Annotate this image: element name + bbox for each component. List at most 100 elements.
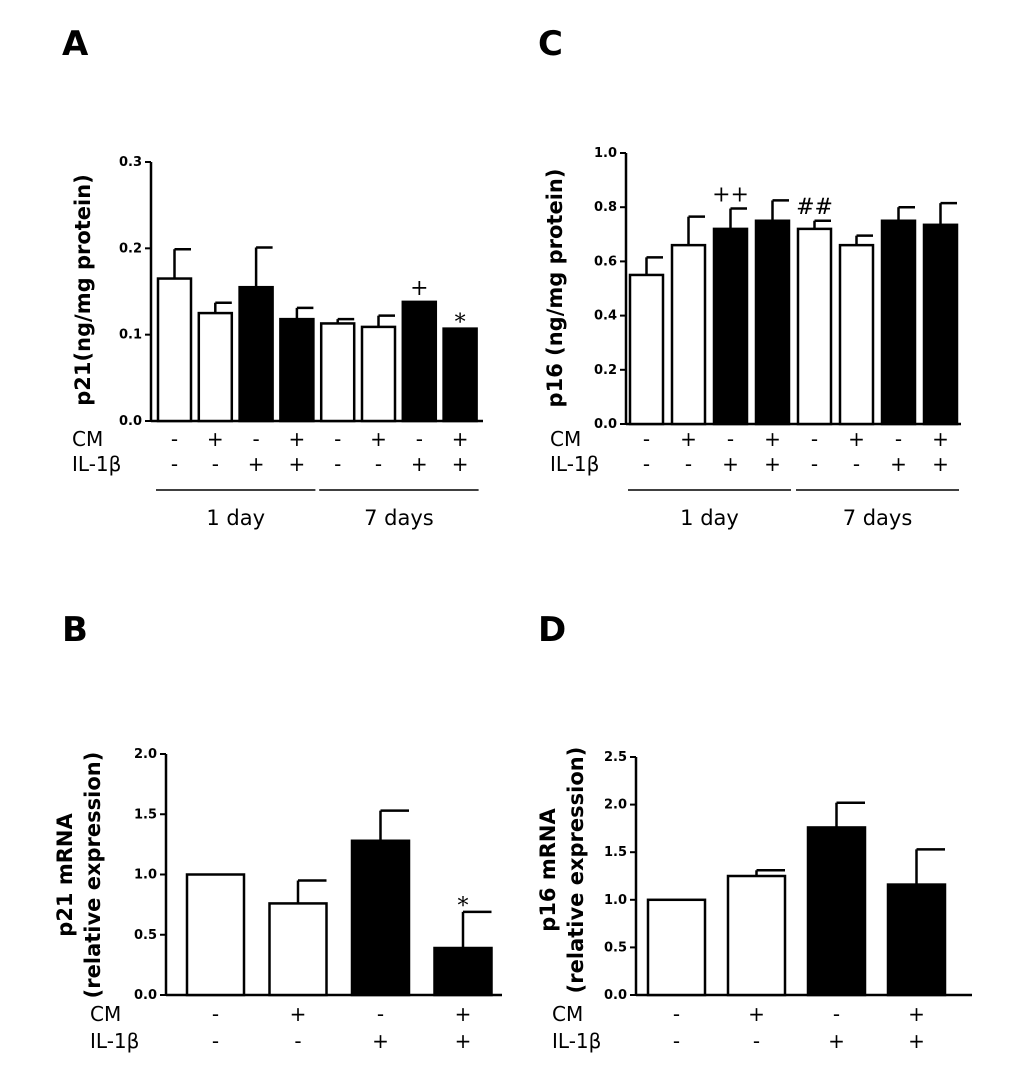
cm-sign: +: [748, 1002, 765, 1026]
il1b-sign: -: [171, 452, 178, 476]
cm-sign: +: [207, 427, 224, 451]
significance-mark: *: [455, 311, 466, 336]
y-tick-label: 0.0: [604, 988, 627, 1003]
y-axis-title: p21(ng/mg protein): [71, 174, 95, 406]
il1b-sign: -: [294, 1029, 301, 1053]
bar: [156, 277, 193, 423]
panel-letter: C: [538, 24, 563, 64]
significance-mark: +: [410, 276, 428, 301]
il1b-sign: +: [908, 1029, 925, 1053]
y-tick-label: 0.0: [134, 988, 157, 1003]
cm-sign: -: [377, 1002, 384, 1026]
y-tick-label: 2.0: [134, 747, 157, 762]
il1b-sign: +: [890, 452, 907, 476]
group-label: 7 days: [843, 506, 913, 530]
y-axis-title: p16 (ng/mg protein): [543, 169, 567, 408]
cm-sign: -: [212, 1002, 219, 1026]
cm-sign: +: [455, 1002, 472, 1026]
bar: [185, 873, 246, 997]
cm-sign: -: [252, 427, 259, 451]
cm-sign: -: [895, 427, 902, 451]
bar: [838, 243, 875, 426]
bar: [806, 826, 867, 997]
y-axis-label: p16 (ng/mg protein): [543, 169, 567, 408]
bar: [796, 227, 833, 426]
il1b-sign: -: [334, 452, 341, 476]
bar: [628, 273, 665, 426]
cm-sign: +: [289, 427, 306, 451]
y-tick-label: 0.8: [594, 200, 617, 215]
il1b-sign: +: [828, 1029, 845, 1053]
cm-sign: -: [673, 1002, 680, 1026]
bar: [279, 317, 315, 423]
bar: [726, 874, 787, 997]
y-axis-label-line: p16 mRNA: [536, 808, 560, 932]
panel-letter: B: [62, 610, 88, 650]
significance-mark: ++: [712, 183, 749, 208]
cm-sign: -: [833, 1002, 840, 1026]
il1b-sign: +: [372, 1029, 389, 1053]
il1b-sign: +: [248, 452, 265, 476]
il1b-sign: -: [643, 452, 650, 476]
bar: [401, 300, 438, 423]
group-label: 7 days: [364, 506, 434, 530]
y-tick-label: 0.1: [119, 328, 142, 343]
il1b-sign: -: [212, 452, 219, 476]
cm-sign: -: [811, 427, 818, 451]
y-tick-label: 1.5: [134, 807, 157, 822]
y-axis-title: p16 mRNA (relative expression): [536, 747, 588, 994]
il1b-sign: -: [673, 1029, 680, 1053]
il1b-sign: +: [289, 452, 306, 476]
il1b-sign: -: [811, 452, 818, 476]
cm-sign: +: [290, 1002, 307, 1026]
bar: [754, 219, 791, 426]
cm-sign: -: [727, 427, 734, 451]
il1b-sign: -: [212, 1029, 219, 1053]
group-label: 1 day: [206, 506, 265, 530]
panel-b: B 0.0 0.5 1.0 1.5 2.0 p21 mRNA (relative expres…: [53, 610, 502, 1053]
significance-mark: ##: [796, 195, 833, 220]
y-tick-label: 1.5: [604, 845, 627, 860]
il1b-sign: -: [685, 452, 692, 476]
y-tick-label: 1.0: [134, 868, 157, 883]
y-tick-label: 2.5: [604, 750, 627, 765]
row-label-il1b: IL-1β: [550, 452, 599, 476]
cm-sign: -: [416, 427, 423, 451]
y-tick-label: 0.3: [119, 155, 142, 170]
cm-sign: +: [370, 427, 387, 451]
y-tick-label: 0.5: [604, 940, 627, 955]
bar: [350, 839, 411, 997]
group-label: 1 day: [680, 506, 739, 530]
row-label-il1b: IL-1β: [72, 452, 121, 476]
bar: [238, 285, 274, 423]
il1b-sign: +: [932, 452, 949, 476]
y-tick-label: 0.0: [594, 417, 617, 432]
bar: [886, 883, 947, 997]
cm-sign: +: [452, 427, 469, 451]
bar: [646, 898, 707, 997]
panel-letter: A: [62, 24, 89, 64]
il1b-sign: +: [411, 452, 428, 476]
bar: [268, 902, 328, 997]
row-label-cm: CM: [90, 1002, 121, 1026]
cm-sign: -: [643, 427, 650, 451]
y-axis-label: p21(ng/mg protein): [71, 174, 95, 406]
row-label-cm: CM: [550, 427, 581, 451]
bar: [880, 219, 917, 426]
bar: [712, 227, 749, 426]
row-label-il1b: IL-1β: [552, 1029, 601, 1053]
y-tick-label: 0.6: [594, 254, 617, 269]
y-axis-label-line: p21 mRNA: [53, 813, 77, 937]
row-label-cm: CM: [72, 427, 103, 451]
cm-sign: -: [334, 427, 341, 451]
y-tick-label: 0.2: [119, 241, 142, 256]
bar: [922, 223, 959, 426]
bar: [442, 327, 478, 423]
bar: [360, 325, 397, 423]
bar: [197, 311, 234, 423]
bar: [670, 243, 707, 426]
row-label-cm: CM: [552, 1002, 583, 1026]
il1b-sign: -: [853, 452, 860, 476]
